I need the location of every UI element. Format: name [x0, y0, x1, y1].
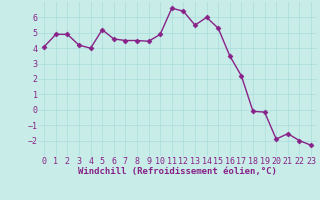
- X-axis label: Windchill (Refroidissement éolien,°C): Windchill (Refroidissement éolien,°C): [78, 167, 277, 176]
